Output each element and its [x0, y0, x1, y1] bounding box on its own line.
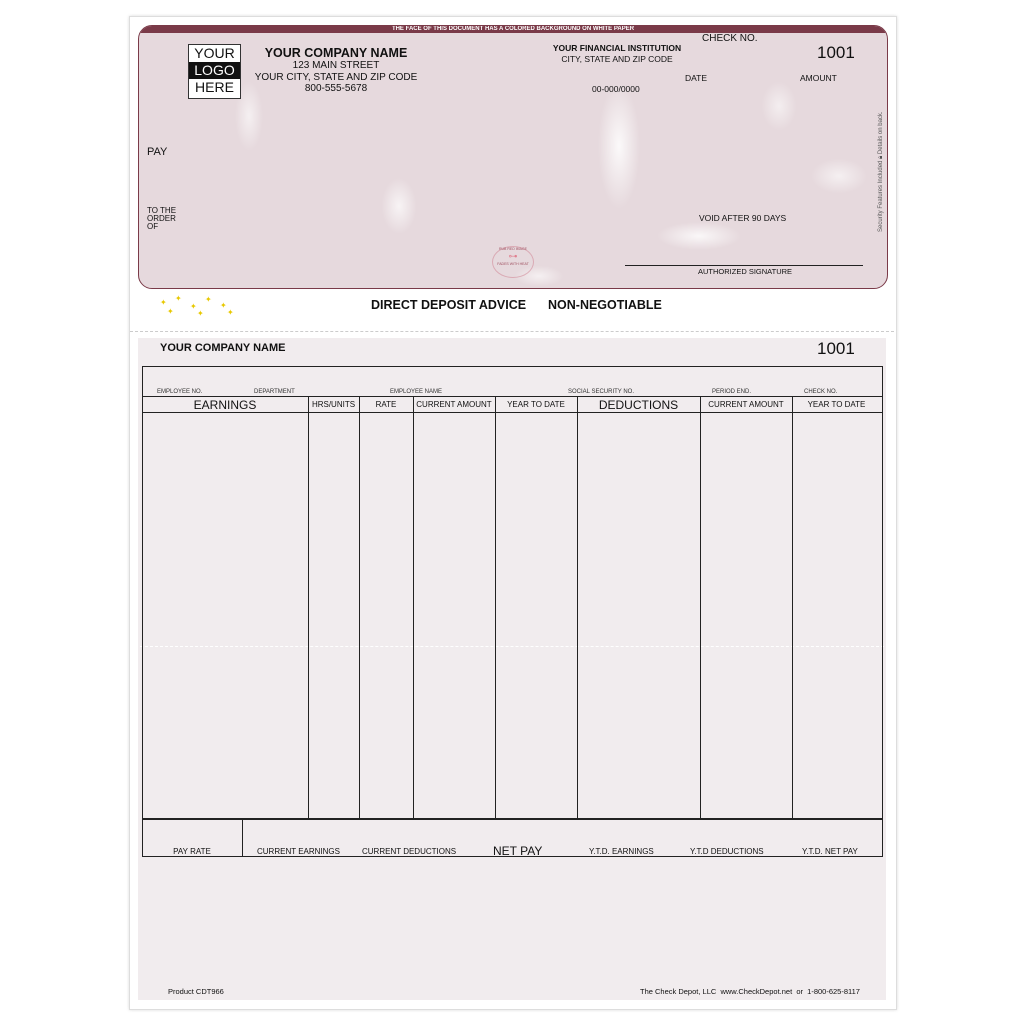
logo-text: HERE — [195, 79, 234, 95]
order-line: OF — [147, 222, 159, 231]
void-notice: VOID AFTER 90 DAYS — [699, 213, 787, 223]
column-divider — [792, 396, 793, 818]
col-hrs-units: HRS/UNITS — [311, 400, 356, 409]
net-pay-label: NET PAY — [493, 844, 543, 858]
perforation-line — [130, 646, 894, 647]
signature-line — [625, 265, 863, 266]
col-deduction-ytd: YEAR TO DATE — [807, 400, 866, 409]
non-negotiable-label: NON-NEGOTIABLE — [548, 298, 662, 312]
signature-label: AUTHORIZED SIGNATURE — [698, 267, 793, 276]
seal-bottom-text: FADES WITH HEAT — [497, 262, 529, 266]
column-divider — [413, 396, 414, 818]
ytd-deductions-label: Y.T.D DEDUCTIONS — [690, 847, 764, 856]
current-deductions-label: CURRENT DEDUCTIONS — [362, 847, 457, 856]
order-label: TO THE ORDER OF — [147, 207, 176, 231]
star-icon: ✦ — [167, 307, 174, 316]
table-divider — [242, 818, 243, 856]
col-deductions: DEDUCTIONS — [598, 398, 679, 412]
logo-text: LOGO — [189, 62, 240, 79]
padlock-icon: 🔒︎ — [878, 154, 884, 159]
check-face: THE FACE OF THIS DOCUMENT HAS A COLORED … — [138, 25, 888, 289]
details-text: Details on back. — [878, 111, 884, 155]
earnings-deductions-table — [142, 366, 883, 820]
check-no-label: CHECK NO. — [702, 33, 758, 44]
department-label: DEPARTMENT — [254, 389, 295, 395]
seal-icon: RUB RED IMAGE ⊶ FADES WITH HEAT — [492, 246, 534, 278]
star-icon: ✦ — [220, 301, 227, 310]
routing-fraction: 00-000/0000 — [592, 84, 640, 94]
ytd-net-pay-label: Y.T.D. NET PAY — [802, 847, 858, 856]
security-banner: THE FACE OF THIS DOCUMENT HAS A COLORED … — [139, 26, 887, 33]
table-divider — [142, 412, 882, 413]
table-divider — [142, 396, 882, 397]
security-features-note: Security Features Included 🔒︎ Details on… — [878, 111, 885, 232]
pay-label: PAY — [147, 146, 168, 158]
column-divider — [577, 396, 578, 818]
security-text: Security Features Included — [878, 160, 884, 232]
company-phone: 800-555-5678 — [304, 83, 368, 94]
bank-name: YOUR FINANCIAL INSTITUTION — [552, 43, 682, 53]
employee-name-label: EMPLOYEE NAME — [390, 389, 443, 395]
star-icon: ✦ — [227, 308, 234, 317]
column-divider — [700, 396, 701, 818]
perforation-line — [130, 331, 894, 332]
company-city: YOUR CITY, STATE AND ZIP CODE — [254, 72, 418, 83]
product-code: Product CDT966 — [168, 987, 224, 996]
col-earnings: EARNINGS — [193, 398, 257, 412]
star-icon: ✦ — [160, 298, 167, 307]
column-divider — [308, 396, 309, 818]
column-divider — [495, 396, 496, 818]
key-icon: ⊶ — [508, 251, 518, 261]
period-end-label: PERIOD END. — [712, 389, 752, 395]
star-icon: ✦ — [205, 295, 212, 304]
employee-no-label: EMPLOYEE NO. — [157, 389, 203, 395]
bank-city: CITY, STATE AND ZIP CODE — [561, 54, 673, 64]
company-name: YOUR COMPANY NAME — [264, 46, 408, 60]
col-deduction-current: CURRENT AMOUNT — [708, 400, 784, 409]
order-line: ORDER — [147, 214, 176, 223]
ytd-earnings-label: Y.T.D. EARNINGS — [589, 847, 654, 856]
stub-company-name: YOUR COMPANY NAME — [160, 342, 286, 354]
check-number: 1001 — [817, 43, 855, 62]
logo-placeholder: YOUR LOGO HERE — [188, 44, 241, 99]
star-icon: ✦ — [175, 294, 182, 303]
vendor-info: The Check Depot, LLC www.CheckDepot.net … — [640, 987, 860, 996]
stub-check-number: 1001 — [817, 339, 855, 358]
order-line: TO THE — [147, 206, 177, 215]
star-icon: ✦ — [190, 302, 197, 311]
logo-text: YOUR — [194, 45, 235, 61]
star-icon: ✦ — [197, 309, 204, 318]
pay-stub — [138, 338, 886, 1000]
totals-row — [142, 818, 883, 857]
col-rate: RATE — [375, 400, 397, 409]
amount-label: AMOUNT — [800, 73, 837, 83]
ssn-label: SOCIAL SECURITY NO. — [568, 389, 635, 395]
current-earnings-label: CURRENT EARNINGS — [257, 847, 340, 856]
company-street: 123 MAIN STREET — [292, 60, 380, 71]
seal-top-text: RUB RED IMAGE — [498, 247, 527, 251]
col-current-amount: CURRENT AMOUNT — [416, 400, 492, 409]
date-label: DATE — [685, 73, 708, 83]
advice-title: DIRECT DEPOSIT ADVICE — [371, 298, 527, 312]
pay-rate-label: PAY RATE — [173, 847, 211, 856]
check-no-label: CHECK NO. — [804, 389, 838, 395]
col-year-to-date: YEAR TO DATE — [507, 400, 565, 409]
column-divider — [359, 396, 360, 818]
